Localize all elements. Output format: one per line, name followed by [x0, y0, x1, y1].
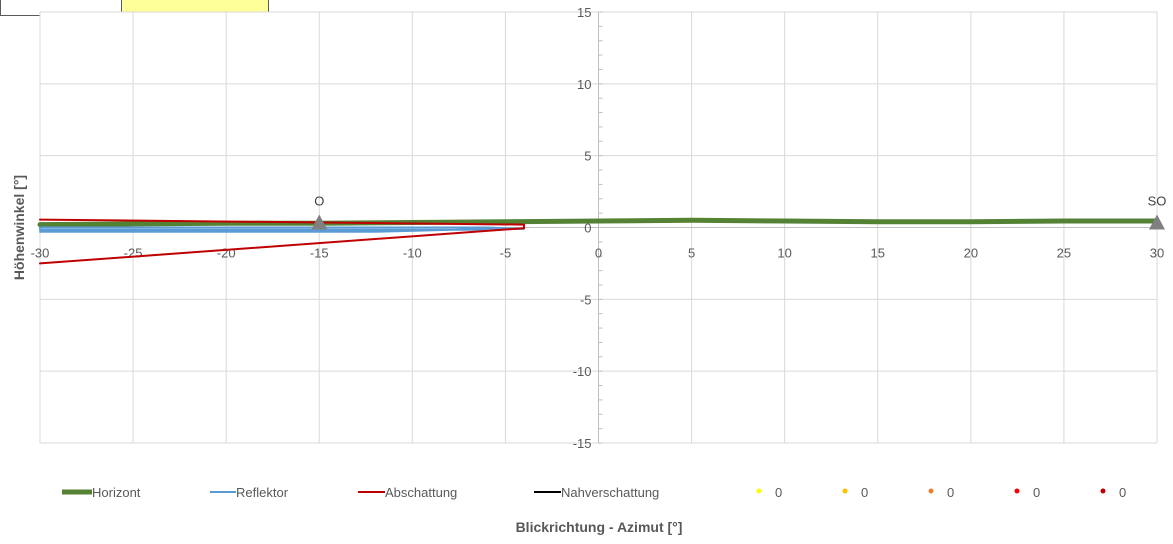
legend-label: Abschattung	[385, 485, 457, 500]
legend-label: 0	[861, 485, 868, 500]
header-cell[interactable]	[1, 0, 122, 15]
direction-label: SO	[1148, 194, 1167, 209]
y-tick-label: 5	[584, 149, 591, 164]
x-tick-label: 20	[964, 246, 978, 261]
series-line-abschattung	[39, 218, 525, 265]
y-tick-label: 0	[584, 221, 591, 236]
legend-label: Nahverschattung	[561, 485, 659, 500]
y-tick-label: 15	[577, 5, 591, 20]
legend-label: Reflektor	[236, 485, 289, 500]
x-tick-label: -30	[31, 246, 50, 261]
x-tick-label: -5	[500, 246, 512, 261]
x-tick-label: 10	[777, 246, 791, 261]
legend-marker	[928, 488, 934, 494]
x-tick-label: 30	[1150, 246, 1164, 261]
legend-label: 0	[1119, 485, 1126, 500]
highlighted-header-cell[interactable]	[122, 0, 268, 15]
x-tick-label: 0	[595, 246, 602, 261]
y-tick-label: -10	[573, 364, 592, 379]
series-line-reflektor	[39, 226, 525, 233]
x-tick-label: 25	[1057, 246, 1071, 261]
x-tick-label: -10	[403, 246, 422, 261]
legend: Horizont Reflektor Abschattung Nahverschatt…	[62, 485, 1126, 500]
x-tick-label: 5	[688, 246, 695, 261]
legend-marker	[1014, 488, 1020, 494]
x-tick-labels: -30 -25 -20 -15 -10 -5 0 5 10 15 20 25 30	[31, 246, 1165, 261]
legend-label: 0	[775, 485, 782, 500]
annotations: O SO	[311, 194, 1166, 230]
x-tick-label: -25	[124, 246, 143, 261]
y-tick-label: -5	[580, 292, 592, 307]
x-axis-title: Blickrichtung - Azimut [°]	[516, 519, 683, 535]
legend-label: 0	[947, 485, 954, 500]
direction-marker	[311, 214, 328, 230]
direction-marker	[1149, 214, 1165, 230]
legend-marker	[1100, 488, 1106, 494]
series-line-horizont	[37, 217, 1160, 228]
direction-label: O	[314, 194, 324, 209]
x-tick-label: 15	[871, 246, 885, 261]
y-axis-title: Höhenwinkel [°]	[11, 175, 27, 280]
series-group	[37, 217, 1160, 265]
legend-marker	[756, 488, 762, 494]
y-tick-label: 10	[577, 77, 591, 92]
y-tick-label: -15	[573, 436, 592, 451]
legend-label: Horizont	[92, 485, 141, 500]
y-tick-labels: 15 10 5 0 -5 -10 -15	[573, 5, 592, 451]
x-tick-label: -15	[310, 246, 329, 261]
x-tick-label: -20	[217, 246, 236, 261]
legend-label: 0	[1033, 485, 1040, 500]
legend-marker	[842, 488, 848, 494]
